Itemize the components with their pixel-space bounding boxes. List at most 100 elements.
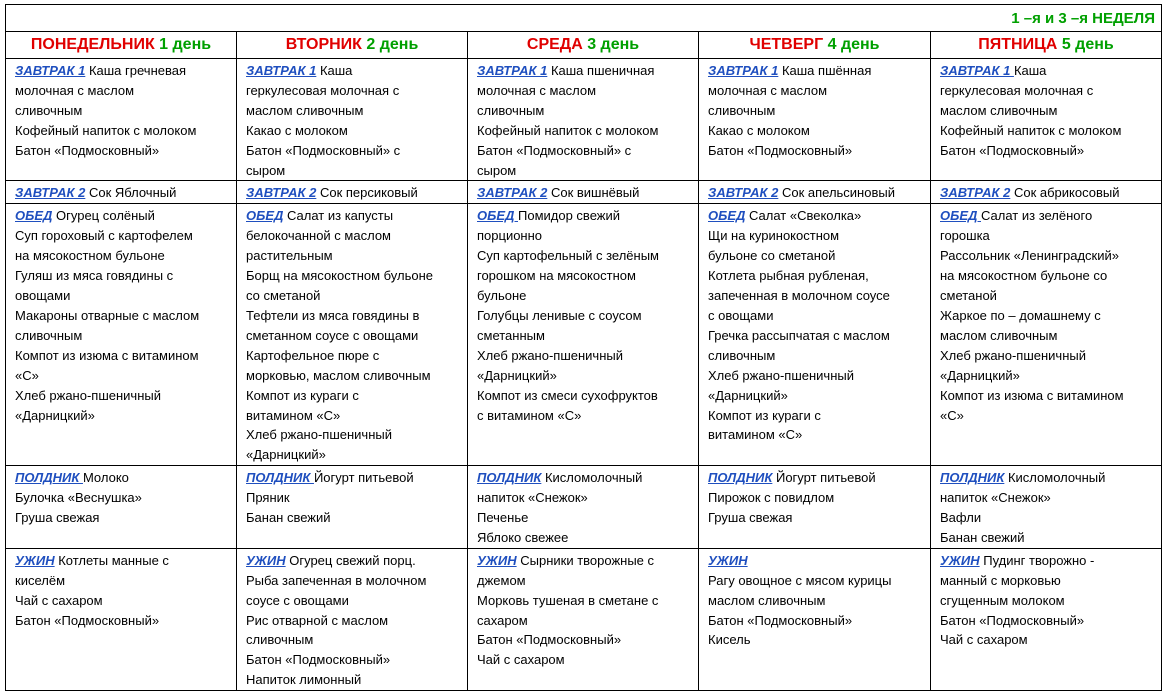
dish-text: Салат из зелёного xyxy=(981,208,1093,224)
meal-heading: ОБЕД xyxy=(708,208,746,224)
dish-text: Йогурт питьевой xyxy=(313,470,414,486)
menu-cell: ЗАВТРАК 2 Сок апельсиновый xyxy=(698,180,931,205)
dish-line: сгущенным молоком xyxy=(940,592,1065,608)
menu-cell: ЗАВТРАК 1 Каша геркулесовая молочная с мас… xyxy=(930,57,1162,182)
menu-cell: ОБЕД Огурец солёный Суп гороховый с карто… xyxy=(5,203,237,467)
dish-line: Чай с сахаром xyxy=(940,632,1028,648)
dish-line: Батон «Подмосковный» xyxy=(246,652,391,668)
meal-first-line: ОБЕД Помидор свежий xyxy=(477,206,695,226)
dish-text: Сырники творожные с xyxy=(520,552,655,568)
dish-line: напиток «Снежок» xyxy=(940,490,1051,506)
meal-heading: УЖИН xyxy=(15,552,55,568)
dish-line: «Дарницкий» xyxy=(940,367,1020,383)
dish-line: овощами xyxy=(15,288,71,304)
dish-line: Батон «Подмосковный» xyxy=(15,142,160,158)
dish-line: молочная с маслом xyxy=(15,82,135,98)
dish-line: Компот из кураги с xyxy=(246,387,359,403)
meal-first-line: ЗАВТРАК 2 Сок апельсиновый xyxy=(708,183,927,203)
menu-cell: ЗАВТРАК 2 Сок вишнёвый xyxy=(467,180,699,205)
dish-line: маслом сливочным xyxy=(246,102,364,118)
meal-heading: УЖИН xyxy=(246,552,286,568)
meal-first-line: ПОЛДНИК Йогурт питьевой xyxy=(246,468,464,488)
dish-text: Каша xyxy=(319,63,353,78)
dish-line: Батон «Подмосковный» xyxy=(708,142,853,158)
meal-heading: ПОЛДНИК xyxy=(246,470,314,486)
meal-heading: ЗАВТРАК 2 xyxy=(477,185,548,201)
dish-line: Чай с сахаром xyxy=(477,652,565,668)
menu-cell: ЗАВТРАК 2 Сок Яблочный xyxy=(5,180,237,205)
dish-line: Картофельное пюре с xyxy=(246,347,380,363)
meal-heading: ЗАВТРАК 2 xyxy=(15,185,86,201)
dish-line: Кисель xyxy=(708,632,751,648)
meal-heading: ПОЛДНИК xyxy=(477,470,542,486)
meal-heading: ОБЕД xyxy=(15,208,53,224)
menu-cell: УЖИН Сырники творожные с джемом Морковь ту… xyxy=(467,547,699,691)
dish-line: Батон «Подмосковный» xyxy=(940,612,1085,628)
dish-line: молочная с маслом xyxy=(477,82,597,98)
meal-heading: УЖИН xyxy=(708,552,748,568)
dish-line: «С» xyxy=(15,367,39,383)
meal-heading: ЗАВТРАК 1 xyxy=(477,63,548,78)
dish-line: Напиток лимонный xyxy=(246,672,362,688)
dish-text: Сок абрикосовый xyxy=(1013,185,1120,201)
meal-heading: УЖИН xyxy=(940,552,980,568)
dish-line: Кофейный напиток с молоком xyxy=(15,122,197,138)
dish-line: Какао с молоком xyxy=(246,122,348,138)
menu-sheet: 1 –я и 3 –я НЕДЕЛЯ ПОНЕДЕЛЬНИК 1 день ВТО… xyxy=(5,4,1162,691)
dish-line: Груша свежая xyxy=(15,510,100,526)
meal-heading: ЗАВТРАК 2 xyxy=(940,185,1011,201)
dish-line: Компот из кураги с xyxy=(708,407,821,423)
dish-text: Каша пшённая xyxy=(781,63,872,78)
dish-line: Пирожок с повидлом xyxy=(708,490,835,506)
dish-line: Суп гороховый с картофелем xyxy=(15,228,193,244)
meal-row-lunch: ОБЕД Огурец солёный Суп гороховый с карто… xyxy=(5,203,1162,467)
dish-line: Компот из смеси сухофруктов xyxy=(477,387,658,403)
dish-line: Хлеб ржано-пшеничный xyxy=(477,347,623,363)
dish-line: Хлеб ржано-пшеничный xyxy=(708,367,854,383)
dish-text: Сок Яблочный xyxy=(88,185,177,201)
dish-text: Каша гречневая xyxy=(88,63,187,78)
dish-line: Чай с сахаром xyxy=(15,592,103,608)
dish-line: Компот из изюма с витамином xyxy=(940,387,1124,403)
dish-line: «С» xyxy=(940,407,964,423)
day-number: 3 день xyxy=(587,36,640,53)
dish-line: сахаром xyxy=(477,612,528,628)
day-number: 5 день xyxy=(1061,36,1114,53)
day-name: ВТОРНИК xyxy=(285,36,362,53)
dish-text: Помидор свежий xyxy=(518,208,620,224)
meal-first-line: ЗАВТРАК 2 Сок персиковый xyxy=(246,183,464,203)
dish-line: Батон «Подмосковный» xyxy=(940,142,1085,158)
dish-line: витамином «С» xyxy=(246,407,341,423)
dish-text: Котлеты манные с xyxy=(58,552,169,568)
dish-line: сметанном соусе с овощами xyxy=(246,327,419,343)
dish-line: Котлета рыбная рубленая, xyxy=(708,268,869,284)
day-header-3: СРЕДА 3 день xyxy=(467,31,699,59)
menu-cell: УЖИН Огурец свежий порц. Рыба запеченная … xyxy=(236,547,468,691)
meal-first-line: ЗАВТРАК 1 Каша xyxy=(246,61,464,81)
dish-line: сливочным xyxy=(15,102,83,118)
meal-row-b1: ЗАВТРАК 1 Каша гречневая молочная с масло… xyxy=(5,57,1162,182)
day-name: ПОНЕДЕЛЬНИК xyxy=(30,36,155,53)
dish-line: джемом xyxy=(477,572,526,588)
meal-first-line: ПОЛДНИК Кисломолочный xyxy=(477,468,695,488)
dish-text: Пудинг творожно - xyxy=(983,552,1095,568)
menu-cell: ПОЛДНИК Йогурт питьевой Пряник Банан свежи… xyxy=(236,465,468,549)
dish-line: сметанным xyxy=(477,327,545,343)
dish-line: Батон «Подмосковный» с xyxy=(246,142,401,158)
meal-first-line: УЖИН xyxy=(708,551,927,571)
dish-line: Какао с молоком xyxy=(708,122,810,138)
dish-line: Тефтели из мяса говядины в xyxy=(246,307,420,323)
menu-cell: ЗАВТРАК 1 Каша пшённая молочная с маслом с… xyxy=(698,57,931,182)
menu-cell: ЗАВТРАК 2 Сок абрикосовый xyxy=(930,180,1162,205)
dish-line: «Дарницкий» xyxy=(15,407,95,423)
meal-first-line: ПОЛДНИК Кисломолочный xyxy=(940,468,1158,488)
dish-line: Груша свежая xyxy=(708,510,793,526)
dish-line: горошком на мясокостном xyxy=(477,268,636,284)
dish-line: Гуляш из мяса говядины с xyxy=(15,268,174,284)
menu-cell: ЗАВТРАК 1 Каша гречневая молочная с масло… xyxy=(5,57,237,182)
menu-cell: ЗАВТРАК 1 Каша пшеничная молочная с масло… xyxy=(467,57,699,182)
week-label: 1 –я и 3 –я НЕДЕЛЯ xyxy=(5,4,1162,32)
dish-line: с витамином «С» xyxy=(477,407,582,423)
menu-cell: ОБЕД Салат из капусты белокочанной с масл… xyxy=(236,203,468,467)
dish-line: Морковь тушеная в сметане с xyxy=(477,592,659,608)
